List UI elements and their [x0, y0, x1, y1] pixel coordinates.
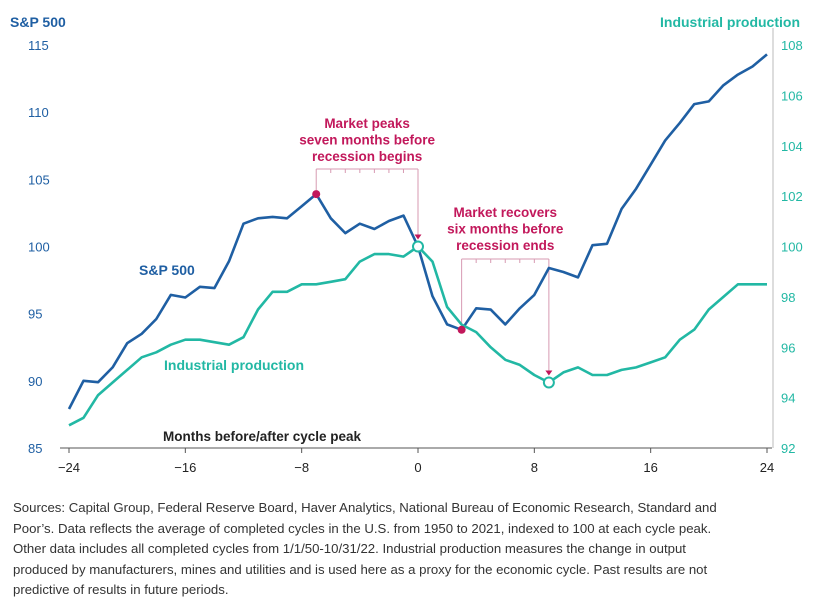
left-tick-label: 85: [28, 441, 42, 456]
market-marker-dot: [312, 190, 321, 199]
left-tick-label: 105: [28, 172, 50, 187]
annotation-text: six months before: [447, 222, 564, 237]
left-tick-label: 90: [28, 374, 42, 389]
market-marker-dot: [457, 325, 466, 334]
x-tick-label: −24: [58, 460, 80, 475]
chart: S&P 500 Industrial production Months bef…: [10, 14, 803, 475]
right-tick-label: 108: [781, 38, 803, 53]
annotation-text: Market recovers: [453, 205, 557, 220]
right-tick-label: 102: [781, 189, 803, 204]
right-tick-label: 98: [781, 290, 795, 305]
sources-line: predictive of results in future periods.: [13, 582, 229, 597]
right-tick-label: 96: [781, 340, 795, 355]
x-tick-label: 0: [414, 460, 421, 475]
x-tick-label: 24: [760, 460, 774, 475]
arrowhead: [414, 234, 422, 240]
left-tick-label: 115: [28, 38, 49, 53]
annotation-text: recession begins: [312, 149, 422, 164]
left-tick-label: 100: [28, 240, 50, 255]
sp500-series-label: S&P 500: [139, 262, 195, 278]
annotation-text: seven months before: [299, 133, 435, 148]
recession-marker-ring: [412, 240, 424, 253]
sources-line: Sources: Capital Group, Federal Reserve …: [13, 500, 717, 515]
left-tick-label: 95: [28, 307, 42, 322]
industrial-production-series-label: Industrial production: [164, 357, 304, 373]
annotation-text: Market peaks: [324, 116, 410, 131]
arrowhead: [545, 370, 553, 376]
right-tick-label: 104: [781, 139, 803, 154]
right-tick-label: 94: [781, 391, 795, 406]
right-tick-label: 92: [781, 441, 795, 456]
left-tick-label: 110: [28, 105, 49, 120]
x-tick-label: −16: [174, 460, 196, 475]
right-tick-label: 106: [781, 88, 803, 103]
recession-marker-ring: [542, 376, 555, 389]
right-tick-label: 100: [781, 240, 803, 255]
right-axis-title: Industrial production: [660, 14, 800, 30]
x-axis-label: Months before/after cycle peak: [163, 429, 362, 444]
sources-note: Sources: Capital Group, Federal Reserve …: [13, 498, 798, 601]
annotation-text: recession ends: [456, 238, 554, 253]
x-tick-label: 8: [531, 460, 538, 475]
x-tick-label: 16: [643, 460, 657, 475]
sources-line: Other data includes all completed cycles…: [13, 541, 686, 556]
left-axis-title: S&P 500: [10, 14, 66, 30]
sources-line: Poor’s. Data reflects the average of com…: [13, 520, 712, 536]
x-tick-label: −8: [294, 460, 309, 475]
sources-line: produced by manufacturers, mines and uti…: [13, 561, 708, 577]
